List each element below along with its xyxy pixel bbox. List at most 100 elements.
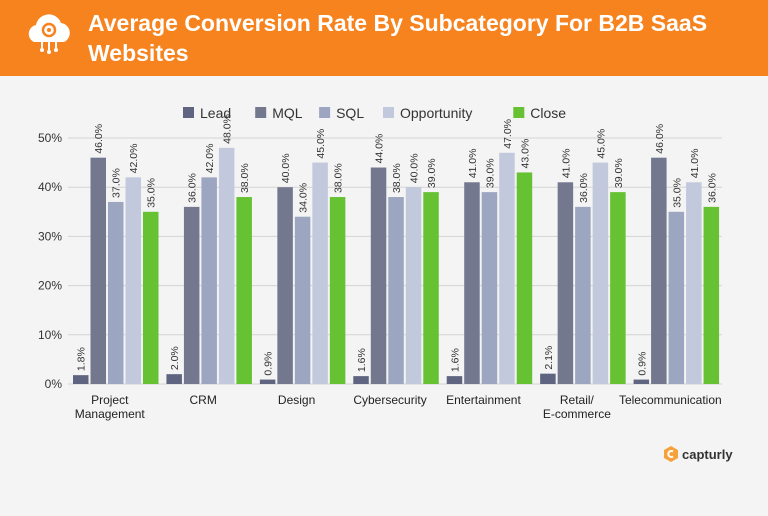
bar bbox=[575, 206, 591, 384]
data-label: 43.0% bbox=[519, 139, 531, 169]
x-tick-label: Project bbox=[91, 393, 129, 407]
brand-logo: capturly bbox=[664, 446, 733, 462]
bar bbox=[201, 177, 217, 384]
bar bbox=[294, 216, 311, 384]
data-label: 44.0% bbox=[374, 134, 386, 164]
bar bbox=[73, 375, 89, 384]
bar bbox=[125, 177, 141, 384]
bar bbox=[557, 182, 574, 384]
x-tick-label: Entertainment bbox=[446, 393, 521, 407]
bar bbox=[183, 206, 200, 384]
data-label: 46.0% bbox=[654, 124, 666, 154]
data-label: 39.0% bbox=[426, 158, 438, 188]
data-label: 36.0% bbox=[578, 173, 590, 203]
bar bbox=[353, 376, 369, 384]
data-label: 41.0% bbox=[560, 148, 572, 178]
legend-label: SQL bbox=[336, 105, 364, 121]
cloud-gear-icon bbox=[28, 14, 70, 54]
bar bbox=[668, 211, 685, 384]
data-label: 41.0% bbox=[689, 148, 701, 178]
data-label: 35.0% bbox=[671, 178, 683, 208]
legend-swatch bbox=[183, 107, 194, 118]
data-label: 42.0% bbox=[204, 144, 216, 174]
data-label: 1.8% bbox=[76, 347, 88, 371]
data-label: 2.1% bbox=[543, 346, 555, 370]
bar bbox=[388, 197, 404, 384]
y-tick-label: 0% bbox=[45, 377, 63, 391]
bar bbox=[610, 192, 626, 384]
data-label: 36.0% bbox=[187, 173, 199, 203]
legend-swatch bbox=[319, 107, 331, 118]
data-label: 0.9% bbox=[263, 352, 275, 376]
bar bbox=[592, 162, 609, 384]
bar bbox=[686, 182, 702, 384]
bar bbox=[90, 157, 106, 384]
data-label: 38.0% bbox=[391, 163, 403, 193]
data-label: 40.0% bbox=[409, 153, 421, 183]
bar bbox=[651, 157, 667, 384]
x-tick-label: Cybersecurity bbox=[353, 393, 426, 407]
data-label: 35.0% bbox=[146, 178, 158, 208]
bar bbox=[516, 172, 533, 384]
data-label: 42.0% bbox=[128, 144, 140, 174]
data-label: 0.9% bbox=[636, 352, 648, 376]
data-label: 46.0% bbox=[93, 124, 105, 154]
bar bbox=[703, 206, 720, 384]
bar bbox=[218, 147, 235, 384]
capturly-logo-icon bbox=[664, 446, 678, 462]
bar bbox=[499, 152, 515, 384]
bar bbox=[236, 197, 252, 384]
x-tick-label: E-commerce bbox=[543, 407, 611, 421]
x-tick-label: Design bbox=[278, 393, 315, 407]
y-tick-label: 40% bbox=[38, 180, 62, 194]
legend-swatch bbox=[255, 107, 267, 118]
bar bbox=[277, 187, 293, 384]
legend-swatch bbox=[383, 107, 394, 118]
data-label: 34.0% bbox=[298, 183, 310, 213]
data-label: 1.6% bbox=[356, 348, 368, 372]
bar bbox=[370, 167, 387, 384]
bar bbox=[405, 187, 422, 384]
legend-label: Lead bbox=[200, 105, 231, 121]
y-tick-label: 20% bbox=[38, 279, 62, 293]
data-label: 47.0% bbox=[502, 119, 514, 149]
bar bbox=[143, 211, 159, 384]
data-label: 38.0% bbox=[239, 163, 251, 193]
bar bbox=[329, 197, 346, 384]
data-label: 1.6% bbox=[449, 348, 461, 372]
bar bbox=[166, 374, 182, 384]
x-tick-label: Telecommunication bbox=[619, 393, 722, 407]
header: Average Conversion Rate By Subcategory F… bbox=[0, 0, 768, 76]
legend-swatch bbox=[513, 107, 525, 118]
data-label: 45.0% bbox=[315, 129, 327, 159]
data-label: 38.0% bbox=[333, 163, 345, 193]
bar bbox=[540, 373, 556, 384]
data-label: 36.0% bbox=[706, 173, 718, 203]
y-tick-label: 50% bbox=[38, 131, 62, 145]
data-label: 39.0% bbox=[484, 158, 496, 188]
bar bbox=[259, 379, 276, 384]
legend-label: Close bbox=[530, 105, 566, 121]
bar bbox=[423, 192, 439, 384]
x-tick-label: CRM bbox=[190, 393, 217, 407]
y-tick-label: 30% bbox=[38, 229, 62, 243]
legend-label: MQL bbox=[272, 105, 303, 121]
data-label: 37.0% bbox=[111, 168, 123, 198]
bar bbox=[464, 182, 480, 384]
x-tick-label: Management bbox=[75, 407, 146, 421]
x-tick-label: Retail/ bbox=[560, 393, 595, 407]
bar bbox=[481, 192, 498, 384]
data-label: 2.0% bbox=[169, 346, 181, 370]
bar-chart: 0% 10% 20% 30% 40% 50% Lead MQL SQL Opportunity Cl… bbox=[38, 105, 722, 421]
data-label: 41.0% bbox=[467, 148, 479, 178]
legend-label: Opportunity bbox=[400, 105, 472, 121]
bar bbox=[446, 376, 463, 384]
data-label: 48.0% bbox=[222, 114, 234, 144]
data-label: 40.0% bbox=[280, 153, 292, 183]
chart-title: Average Conversion Rate By Subcategory F… bbox=[88, 10, 708, 66]
data-label: 39.0% bbox=[613, 158, 625, 188]
bar bbox=[633, 379, 650, 384]
y-tick-label: 10% bbox=[38, 328, 62, 342]
bar bbox=[108, 201, 124, 384]
bar bbox=[312, 162, 328, 384]
